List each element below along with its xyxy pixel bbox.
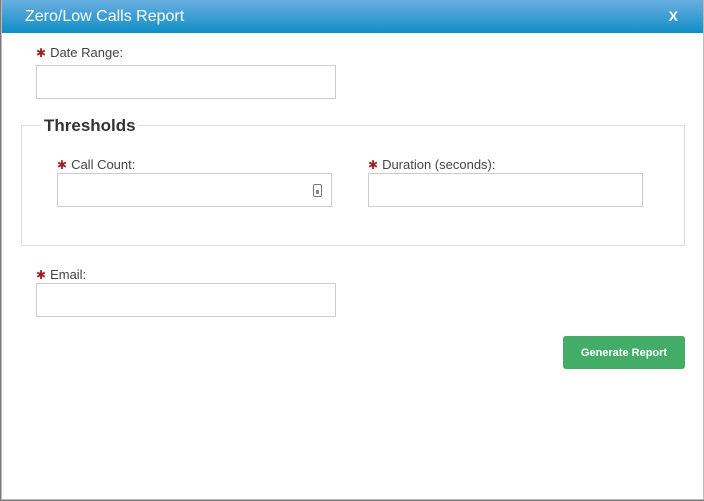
close-button[interactable]: X [668, 8, 678, 24]
dialog-title: Zero/Low Calls Report [25, 8, 185, 25]
dialog-header: Zero/Low Calls Report X [2, 0, 703, 33]
duration-input[interactable] [368, 173, 643, 207]
date-range-label-text: Date Range: [50, 45, 124, 60]
thresholds-legend: Thresholds [42, 116, 138, 136]
date-range-input[interactable] [36, 65, 336, 99]
required-icon: ✱ [36, 268, 47, 282]
required-icon: ✱ [368, 158, 379, 172]
call-count-label-text: Call Count: [71, 157, 136, 172]
number-spinner-icon[interactable] [313, 184, 322, 197]
generate-report-button[interactable]: Generate Report [563, 336, 685, 369]
call-count-input[interactable] [57, 173, 332, 207]
email-label-text: Email: [50, 267, 87, 282]
duration-label: ✱ Duration (seconds): [368, 157, 496, 172]
call-count-label: ✱ Call Count: [57, 157, 135, 172]
email-label: ✱ Email: [36, 267, 86, 282]
date-range-label: ✱ Date Range: [36, 45, 123, 60]
thresholds-fieldset [21, 125, 685, 246]
duration-label-text: Duration (seconds): [382, 157, 496, 172]
email-input[interactable] [36, 283, 336, 317]
required-icon: ✱ [57, 158, 68, 172]
required-icon: ✱ [36, 46, 47, 60]
